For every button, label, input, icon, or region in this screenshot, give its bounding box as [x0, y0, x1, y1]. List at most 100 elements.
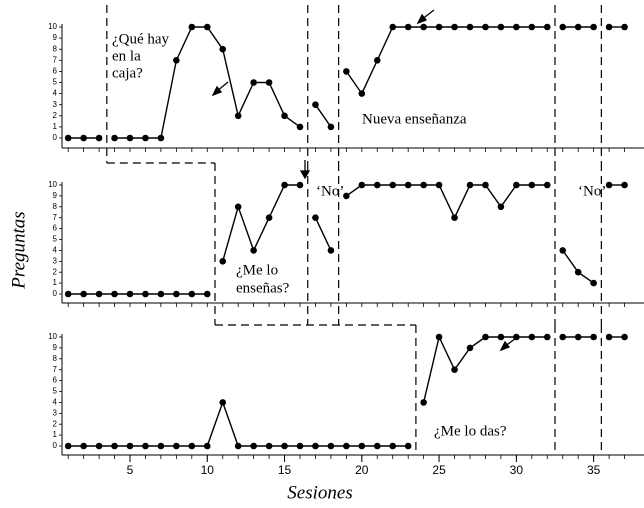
- data-point: [95, 442, 103, 450]
- data-point: [234, 203, 242, 211]
- data-point: [250, 247, 257, 254]
- data-point: [389, 442, 397, 450]
- data-point: [296, 442, 304, 450]
- y-tick-label: 10: [48, 180, 57, 189]
- x-tick-label: 5: [127, 463, 134, 477]
- y-tick-label: 2: [53, 111, 58, 120]
- y-tick-label: 3: [53, 408, 58, 417]
- data-point: [142, 134, 149, 142]
- data-point: [451, 366, 458, 374]
- data-point: [312, 214, 319, 221]
- data-point: [590, 23, 597, 31]
- data-point: [451, 23, 458, 31]
- data-point: [188, 23, 196, 31]
- data-point: [126, 290, 134, 298]
- arrows: [211, 9, 517, 352]
- annotation: ¿Me lo das?: [434, 423, 507, 439]
- data-point: [265, 79, 273, 86]
- data-point: [497, 333, 505, 341]
- data-point: [234, 442, 242, 450]
- annotation: en la: [112, 48, 141, 64]
- x-tick-label: 25: [432, 463, 446, 477]
- data-point: [605, 333, 613, 341]
- data-point: [528, 181, 536, 189]
- y-tick-label: 1: [53, 430, 58, 439]
- data-point: [451, 214, 458, 221]
- data-point: [420, 181, 427, 189]
- data-point: [203, 290, 211, 298]
- y-tick-label: 1: [53, 122, 58, 131]
- data-point: [126, 134, 134, 142]
- data-point: [466, 344, 474, 352]
- y-tick-label: 0: [53, 133, 58, 142]
- data-point: [219, 399, 227, 406]
- x-tick-label: 10: [201, 463, 215, 477]
- data-point: [420, 399, 427, 406]
- y-tick-label: 5: [53, 78, 58, 87]
- data-point: [173, 57, 180, 64]
- data-point: [327, 123, 335, 131]
- data-point: [358, 90, 366, 97]
- data-point: [111, 442, 118, 450]
- y-tick-label: 7: [53, 55, 58, 64]
- y-tick-label: 7: [53, 213, 58, 222]
- y-tick-label: 2: [53, 419, 58, 428]
- data-point: [513, 181, 520, 189]
- data-point: [404, 442, 412, 450]
- y-tick-label: 9: [53, 33, 58, 42]
- data-point: [327, 442, 335, 450]
- annotation: ¿Me lo: [236, 262, 278, 278]
- y-tick-label: 4: [53, 398, 58, 407]
- data-point: [188, 442, 196, 450]
- data-point: [574, 23, 582, 31]
- annotation: Nueva enseñanza: [362, 111, 467, 127]
- data-point: [250, 79, 257, 86]
- data-point: [482, 23, 489, 31]
- data-point: [173, 442, 180, 450]
- data-point: [296, 123, 304, 131]
- data-point: [157, 442, 165, 450]
- data-point: [219, 258, 227, 265]
- y-tick-label: 5: [53, 387, 58, 396]
- data-point: [590, 279, 597, 287]
- data-point: [389, 181, 397, 189]
- data-point: [80, 290, 87, 298]
- data-point: [358, 181, 366, 189]
- data-point: [64, 134, 72, 142]
- data-point: [435, 333, 443, 341]
- y-tick-label: 9: [53, 191, 58, 200]
- data-point: [265, 442, 273, 450]
- data-point: [621, 333, 628, 341]
- data-point: [173, 290, 180, 298]
- y-tick-label: 7: [53, 365, 58, 374]
- data-point: [80, 442, 87, 450]
- arrow-head: [299, 170, 311, 180]
- annotation: ‘No’: [316, 183, 344, 199]
- y-tick-label: 4: [53, 89, 58, 98]
- data-point: [605, 181, 613, 189]
- data-point: [281, 442, 288, 450]
- data-point: [389, 23, 397, 31]
- x-tick-label: 15: [278, 463, 292, 477]
- y-tick-label: 2: [53, 267, 58, 276]
- y-tick-label: 0: [53, 289, 58, 298]
- data-point: [296, 181, 304, 189]
- y-tick-label: 6: [53, 376, 58, 385]
- data-point: [420, 23, 427, 31]
- data-point: [219, 45, 227, 53]
- data-point: [435, 181, 443, 189]
- data-point: [157, 290, 165, 298]
- x-axis-label: Sesiones: [287, 482, 352, 503]
- y-tick-label: 6: [53, 67, 58, 76]
- y-tick-label: 8: [53, 354, 58, 363]
- data-point: [281, 112, 288, 120]
- data-point: [343, 442, 350, 450]
- data-line: [222, 184, 300, 262]
- data-point: [373, 181, 381, 189]
- data-point: [435, 23, 443, 31]
- data-point: [466, 23, 474, 31]
- data-point: [358, 442, 366, 450]
- x-tick-label: 30: [510, 463, 524, 477]
- y-tick-label: 8: [53, 44, 58, 53]
- y-axis-label: Preguntas: [8, 211, 29, 289]
